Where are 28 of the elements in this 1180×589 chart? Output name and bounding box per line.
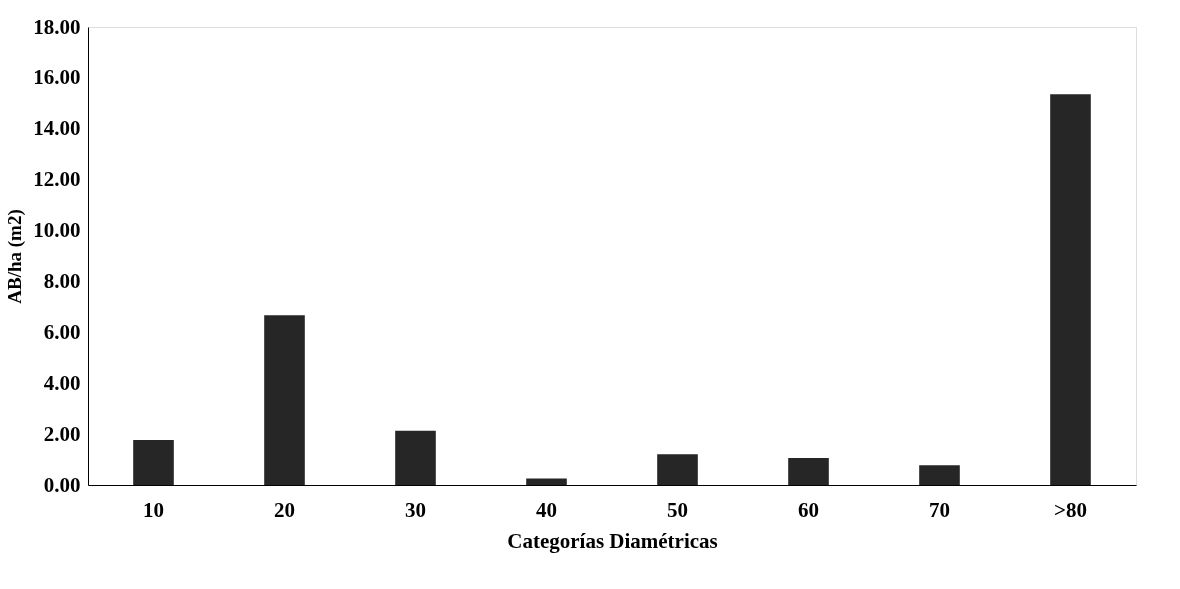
x-axis-title: Categorías Diamétricas [507, 528, 718, 553]
x-tick-label: 50 [667, 497, 688, 522]
bar [1050, 94, 1091, 485]
y-tick-label: 4.00 [43, 370, 81, 395]
bar [264, 315, 305, 485]
bar [526, 478, 567, 485]
y-tick-label: 16.00 [33, 65, 81, 90]
x-tick-label: 40 [536, 497, 557, 522]
x-tick-label: 30 [405, 497, 426, 522]
bar [395, 430, 436, 485]
bar [788, 458, 829, 485]
y-tick-label: 6.00 [43, 319, 81, 344]
x-tick-label: >80 [1054, 497, 1087, 522]
y-tick-label: 14.00 [33, 116, 81, 141]
y-tick-label: 8.00 [43, 268, 81, 293]
x-tick-label: 20 [274, 497, 295, 522]
y-axis-title: AB/ha (m2) [4, 209, 27, 304]
bar [133, 439, 174, 485]
bar [657, 454, 698, 485]
x-tick-label: 10 [143, 497, 164, 522]
y-tick-label: 12.00 [33, 167, 81, 192]
x-tick-label: 70 [929, 497, 950, 522]
y-tick-label: 18.00 [33, 14, 81, 39]
y-tick-label: 0.00 [43, 472, 81, 497]
bar [919, 465, 960, 485]
y-tick-label: 10.00 [33, 218, 81, 243]
y-tick-label: 2.00 [43, 421, 81, 446]
x-tick-label: 60 [798, 497, 819, 522]
